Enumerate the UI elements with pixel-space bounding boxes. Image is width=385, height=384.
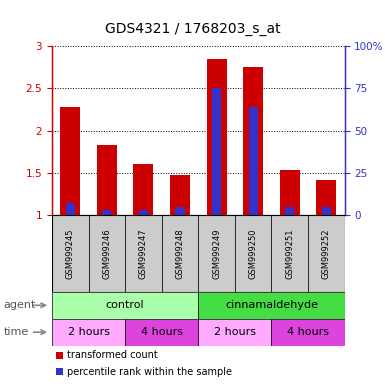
- Text: cinnamaldehyde: cinnamaldehyde: [225, 300, 318, 310]
- Bar: [235, 215, 271, 292]
- Bar: [125, 215, 162, 292]
- Text: GDS4321 / 1768203_s_at: GDS4321 / 1768203_s_at: [105, 23, 280, 36]
- Bar: [271, 215, 308, 292]
- Bar: [271, 319, 345, 346]
- Bar: [249, 107, 258, 215]
- Bar: [102, 210, 111, 215]
- Bar: [66, 203, 75, 215]
- Bar: [198, 319, 271, 346]
- Bar: [97, 145, 117, 215]
- Text: 4 hours: 4 hours: [141, 327, 183, 337]
- Text: transformed count: transformed count: [67, 350, 158, 360]
- Bar: [285, 207, 294, 215]
- Bar: [212, 88, 221, 215]
- Bar: [280, 170, 300, 215]
- Bar: [52, 292, 198, 319]
- Bar: [176, 207, 184, 215]
- Bar: [56, 368, 63, 375]
- Text: agent: agent: [4, 300, 36, 310]
- Bar: [60, 107, 80, 215]
- Bar: [198, 292, 345, 319]
- Bar: [52, 215, 89, 292]
- Text: time: time: [4, 327, 29, 337]
- Text: control: control: [106, 300, 144, 310]
- Bar: [206, 59, 227, 215]
- Text: GSM999252: GSM999252: [322, 228, 331, 279]
- Text: GSM999249: GSM999249: [212, 228, 221, 279]
- Bar: [308, 215, 345, 292]
- Bar: [125, 319, 198, 346]
- Text: 2 hours: 2 hours: [67, 327, 110, 337]
- Bar: [322, 207, 331, 215]
- Text: GSM999248: GSM999248: [176, 228, 184, 279]
- Bar: [89, 215, 125, 292]
- Bar: [139, 210, 148, 215]
- Text: percentile rank within the sample: percentile rank within the sample: [67, 366, 233, 377]
- Bar: [133, 164, 154, 215]
- Bar: [316, 180, 336, 215]
- Bar: [198, 215, 235, 292]
- Text: GSM999247: GSM999247: [139, 228, 148, 279]
- Bar: [170, 175, 190, 215]
- Text: 4 hours: 4 hours: [287, 327, 329, 337]
- Bar: [243, 67, 263, 215]
- Bar: [56, 352, 63, 359]
- Text: GSM999245: GSM999245: [66, 228, 75, 279]
- Text: GSM999250: GSM999250: [249, 228, 258, 279]
- Text: GSM999251: GSM999251: [285, 228, 294, 279]
- Text: 2 hours: 2 hours: [214, 327, 256, 337]
- Text: GSM999246: GSM999246: [102, 228, 111, 279]
- Bar: [162, 215, 198, 292]
- Bar: [52, 319, 125, 346]
